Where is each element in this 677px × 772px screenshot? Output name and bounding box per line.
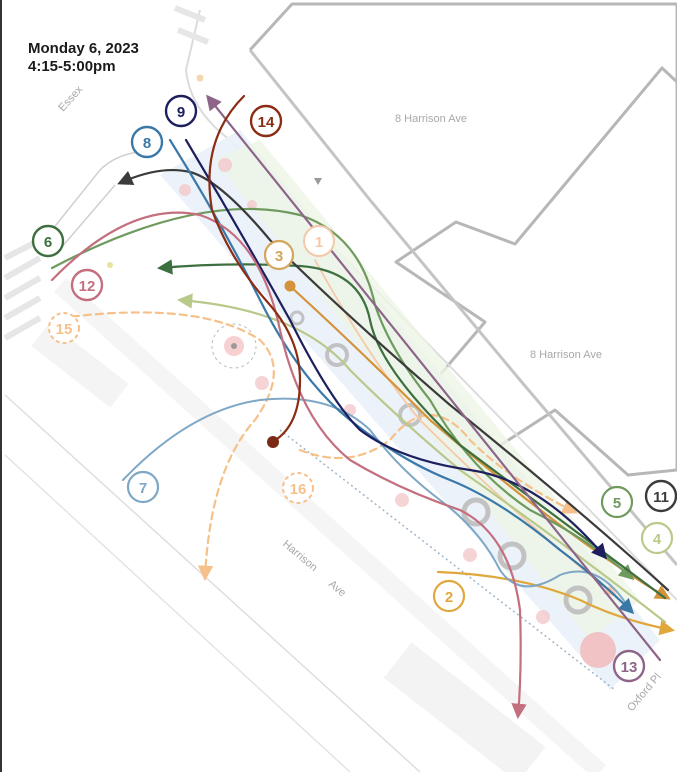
label-harrison-building-2: 8 Harrison Ave [530, 349, 602, 361]
fountain-marker [231, 343, 237, 349]
sidewalk-edge [53, 278, 607, 772]
path-15 [58, 311, 275, 582]
svg-text:3: 3 [275, 248, 283, 265]
path-12 [50, 211, 527, 720]
svg-text:1: 1 [315, 234, 323, 251]
svg-text:4: 4 [653, 531, 662, 548]
session-header: Monday 6, 2023 4:15-5:00pm [28, 40, 139, 76]
fountain-marker [211, 323, 257, 369]
dot-marker [107, 262, 113, 268]
path-13 [206, 94, 662, 662]
sidewalk-edge [4, 454, 351, 772]
label-6: 6 [31, 224, 65, 258]
crosswalk [3, 5, 210, 341]
path-9 [184, 138, 607, 560]
svg-text:9: 9 [177, 104, 185, 121]
label-harrison-building: 8 Harrison Ave [395, 113, 467, 125]
label-4: 4 [640, 521, 674, 555]
path-5 [50, 207, 635, 581]
label-16: 16 [282, 472, 314, 504]
svg-text:14: 14 [258, 114, 275, 131]
path-14-end [267, 436, 279, 448]
svg-text:11: 11 [653, 489, 669, 506]
tree-markers [179, 158, 616, 668]
label-12: 12 [70, 268, 104, 302]
label-9: 9 [164, 94, 198, 128]
label-2: 2 [432, 579, 466, 613]
svg-text:13: 13 [621, 659, 638, 676]
label-15: 15 [48, 312, 80, 344]
planter [31, 322, 129, 408]
dot-marker [196, 74, 204, 82]
bench-symbols [289, 310, 593, 615]
label-11: 11 [644, 479, 677, 513]
path-7 [122, 397, 631, 611]
path-2 [436, 570, 676, 636]
label-7: 7 [126, 470, 160, 504]
planter [383, 642, 546, 772]
svg-text:2: 2 [445, 589, 453, 606]
base-map [3, 2, 677, 772]
sidewalk-edge [4, 394, 421, 772]
label-13: 13 [612, 649, 646, 683]
session-date: Monday 6, 2023 [28, 40, 139, 57]
svg-text:6: 6 [44, 234, 52, 251]
plaza-dotted-edge [279, 429, 616, 691]
path-3-start [284, 280, 296, 292]
curb-line [54, 184, 116, 256]
label-1: 1 [303, 225, 335, 257]
svg-text:8: 8 [143, 135, 151, 152]
label-essex: Essex [56, 83, 85, 114]
path-14 [208, 94, 302, 443]
path-labels: 1 2 3 4 5 6 7 8 [31, 94, 677, 683]
arrow-marker [314, 178, 322, 185]
svg-text:15: 15 [56, 321, 73, 338]
svg-text:7: 7 [139, 480, 147, 497]
path-6 [156, 259, 667, 600]
label-14: 14 [249, 104, 283, 138]
label-harrison-street-2: Ave [326, 578, 348, 599]
building-outline-lower [248, 49, 677, 566]
path-16 [298, 414, 578, 514]
left-border [0, 0, 2, 772]
svg-text:12: 12 [79, 278, 96, 295]
pedestrian-paths [50, 94, 676, 720]
label-3: 3 [263, 239, 295, 271]
svg-text:5: 5 [613, 495, 621, 512]
svg-text:16: 16 [290, 481, 307, 498]
plaza-planting [215, 140, 640, 640]
label-5: 5 [600, 485, 634, 519]
label-8: 8 [130, 125, 164, 159]
session-time: 4:15-5:00pm [28, 58, 116, 75]
label-harrison-street: Harrison [280, 538, 320, 574]
